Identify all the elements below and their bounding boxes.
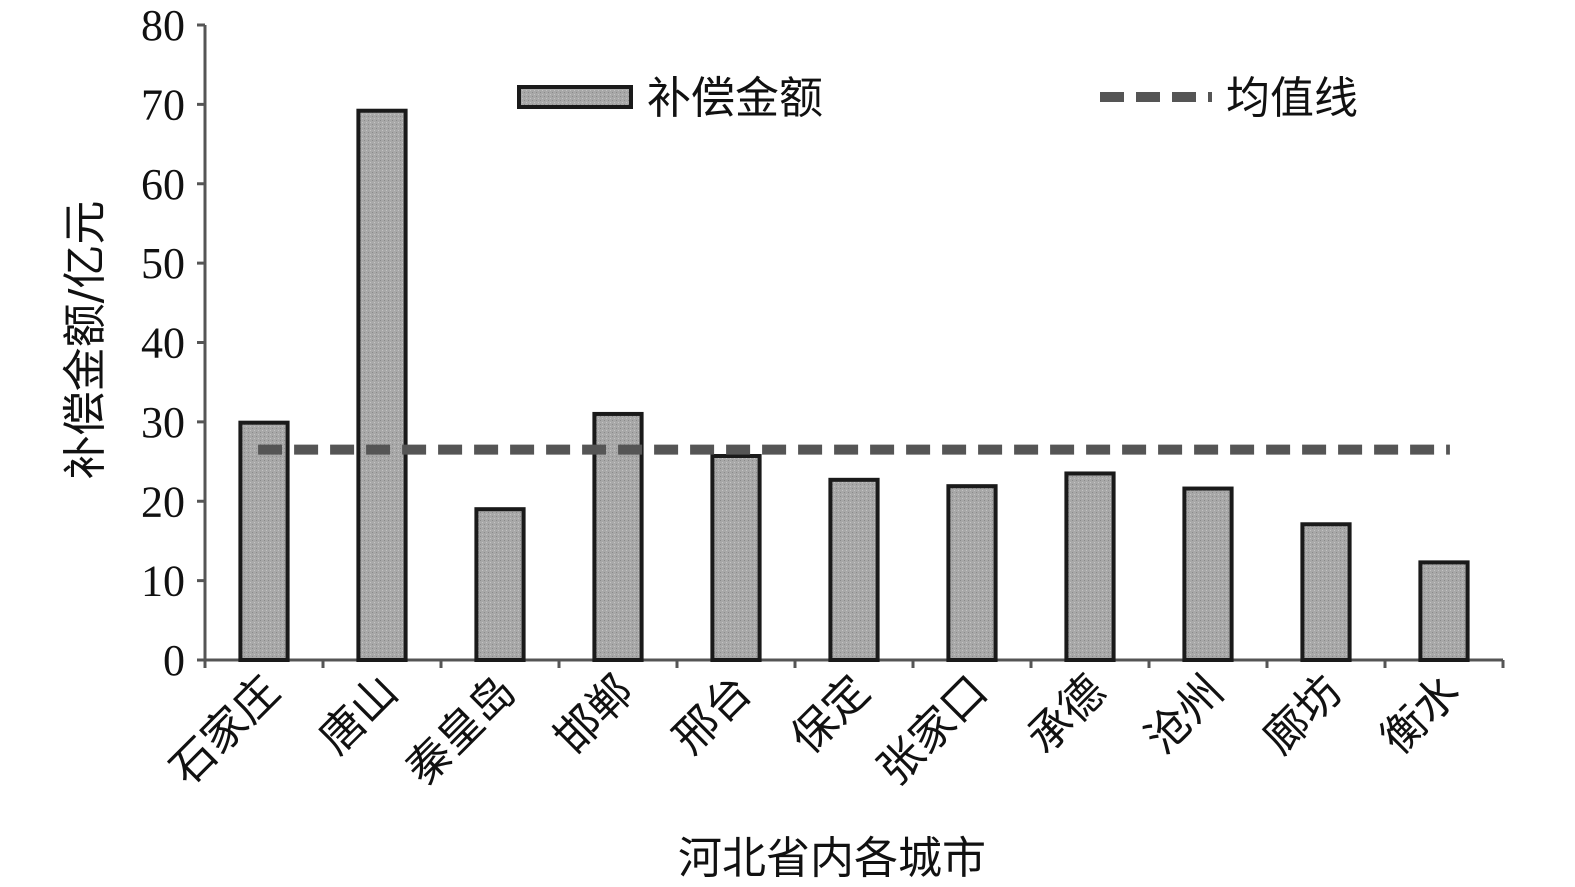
x-tick-label: 承德 bbox=[1017, 666, 1115, 764]
x-tick-label: 石家庄 bbox=[160, 666, 289, 795]
legend-mean-label: 均值线 bbox=[1226, 73, 1358, 124]
y-axis: 0 10 20 30 40 50 60 70 80 bbox=[141, 1, 207, 685]
legend-bar-swatch bbox=[517, 85, 633, 109]
x-tick-label: 唐山 bbox=[309, 666, 407, 764]
bar-沧州 bbox=[1182, 486, 1234, 662]
x-tick-label: 邢台 bbox=[663, 666, 761, 764]
bar-张家口 bbox=[946, 484, 998, 663]
legend-bar-label: 补偿金额 bbox=[647, 73, 823, 124]
bar-唐山 bbox=[356, 108, 408, 663]
x-tick-label: 廊坊 bbox=[1253, 666, 1351, 764]
bar-邢台 bbox=[710, 454, 762, 662]
bar-衡水 bbox=[1418, 560, 1470, 663]
y-tick-label: 30 bbox=[141, 398, 185, 447]
bar-保定 bbox=[828, 477, 880, 662]
y-tick-label: 0 bbox=[163, 636, 185, 685]
x-tick-label: 沧州 bbox=[1135, 666, 1233, 764]
x-tick-label: 保定 bbox=[781, 666, 879, 764]
bar-秦皇岛 bbox=[474, 507, 526, 662]
y-tick-label: 70 bbox=[141, 80, 185, 129]
x-tick-label: 衡水 bbox=[1371, 666, 1469, 764]
y-tick-label: 50 bbox=[141, 239, 185, 288]
x-tick-label: 张家口 bbox=[868, 666, 997, 795]
y-tick-label: 20 bbox=[141, 477, 185, 526]
bar-石家庄 bbox=[238, 420, 290, 663]
y-axis-title: 补偿金额/亿元 bbox=[60, 201, 111, 480]
bar-廊坊 bbox=[1300, 522, 1352, 662]
bar-邯郸 bbox=[592, 411, 644, 662]
x-axis-title: 河北省内各城市 bbox=[678, 833, 986, 884]
y-tick-label: 40 bbox=[141, 319, 185, 368]
bar-承德 bbox=[1064, 471, 1116, 662]
bar-series bbox=[238, 108, 1470, 663]
legend: 补偿金额 均值线 bbox=[517, 73, 1358, 124]
y-tick-label: 60 bbox=[141, 160, 185, 209]
x-tick-label: 秦皇岛 bbox=[396, 666, 525, 795]
x-tick-label: 邯郸 bbox=[545, 666, 643, 764]
y-tick-label: 80 bbox=[141, 1, 185, 50]
y-tick-label: 10 bbox=[141, 557, 185, 606]
